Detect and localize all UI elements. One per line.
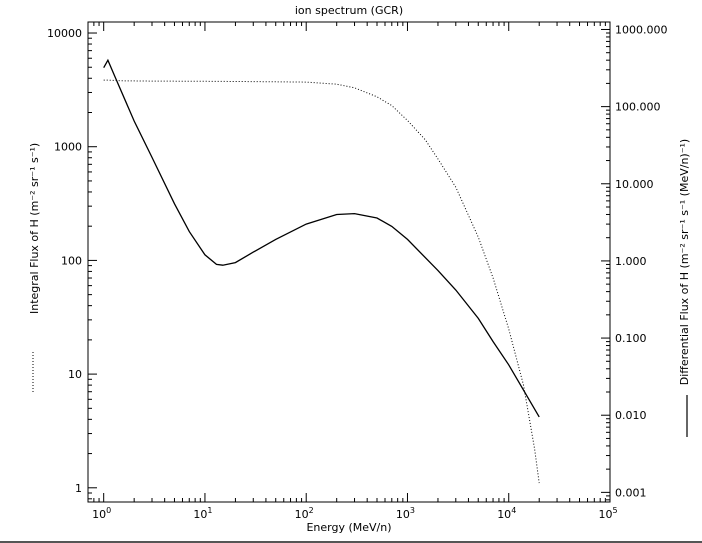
- y-left-tick-label: 10: [68, 368, 82, 381]
- integral-flux-line: [103, 79, 540, 484]
- y-right-tick-label: 1000.000: [615, 23, 668, 36]
- y-right-tick-label: 0.100: [615, 332, 647, 345]
- y-right-tick-label: 10.000: [615, 178, 654, 191]
- axis-tick-labels: 100 101 102 103 104 105 1 10 100 1000 10000 0.001 0.…: [47, 23, 668, 521]
- y-left-tick-label: 1000: [54, 141, 82, 154]
- series-layer: [103, 58, 540, 484]
- chart-title: ion spectrum (GCR): [295, 4, 403, 17]
- x-tick-label: 102: [295, 506, 314, 521]
- axis-ticks: [87, 22, 611, 502]
- y-left-tick-label: 1: [75, 482, 82, 495]
- y-right-tick-label: 0.010: [615, 409, 647, 422]
- x-axis-label: Energy (MeV/n): [306, 521, 391, 534]
- y-axis-label-right: Differential Flux of H (m⁻² sr⁻¹ s⁻¹ (Me…: [678, 139, 691, 385]
- y-right-tick-label: 100.000: [615, 101, 661, 114]
- y-left-tick-label: 10000: [47, 27, 82, 40]
- y-left-tick-label: 100: [61, 254, 82, 267]
- x-tick-label: 104: [497, 506, 516, 521]
- plot-frame: [87, 21, 611, 503]
- y-right-tick-label: 0.001: [615, 486, 647, 499]
- differential-flux-line: [103, 58, 540, 418]
- x-tick-label: 100: [92, 506, 111, 521]
- bottom-divider: [0, 541, 702, 543]
- x-tick-label: 101: [193, 506, 212, 521]
- y-axis-label-left: Integral Flux of H (m⁻² sr⁻¹ s⁻¹): [28, 143, 41, 314]
- y-right-tick-label: 1.000: [615, 255, 647, 268]
- x-tick-label: 103: [396, 506, 415, 521]
- x-tick-label: 105: [598, 506, 617, 521]
